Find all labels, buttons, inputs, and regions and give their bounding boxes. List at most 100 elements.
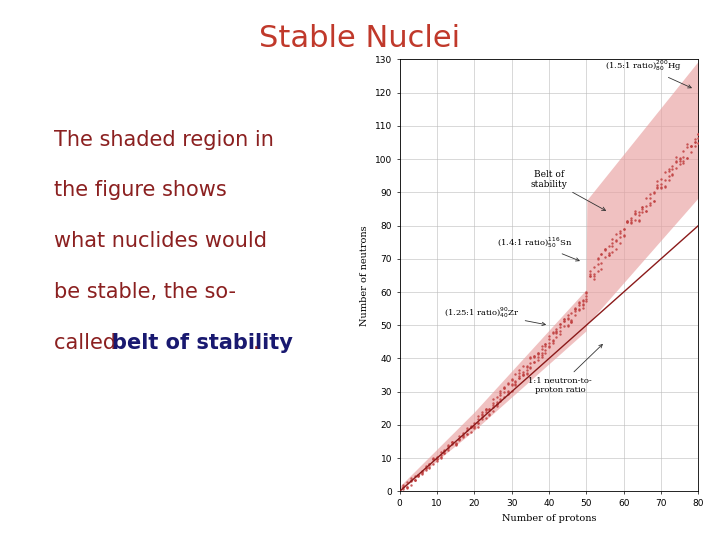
Point xyxy=(554,319,566,328)
Point xyxy=(566,318,577,327)
Point xyxy=(674,154,685,163)
Point xyxy=(685,141,697,150)
Point xyxy=(413,471,424,480)
Point xyxy=(510,380,521,388)
Point xyxy=(644,194,656,202)
Point xyxy=(405,480,417,489)
Point xyxy=(428,455,439,464)
Point xyxy=(428,454,439,463)
Point xyxy=(570,305,581,313)
Point xyxy=(614,229,626,238)
Point xyxy=(487,407,499,415)
Point xyxy=(480,405,491,414)
Point xyxy=(667,170,678,178)
Point xyxy=(416,469,428,477)
Point xyxy=(689,134,701,143)
Point xyxy=(487,400,499,409)
Point xyxy=(633,215,644,224)
Point xyxy=(595,259,607,268)
Point xyxy=(592,254,603,263)
Point xyxy=(603,241,615,250)
Point xyxy=(484,404,495,413)
Point xyxy=(562,314,573,322)
Point xyxy=(704,119,716,127)
Point xyxy=(547,339,559,347)
Point xyxy=(667,161,678,170)
Point xyxy=(595,249,607,258)
Point xyxy=(603,251,615,259)
Point xyxy=(678,146,689,155)
Point xyxy=(607,241,618,250)
Point xyxy=(689,138,701,147)
Point xyxy=(547,335,559,344)
Point xyxy=(525,353,536,361)
Point xyxy=(636,207,648,216)
Point xyxy=(655,179,667,188)
Point xyxy=(420,464,431,472)
Point xyxy=(495,395,506,404)
Point xyxy=(674,160,685,168)
Point xyxy=(670,153,682,161)
Point xyxy=(476,413,487,422)
Point xyxy=(525,363,536,372)
Point xyxy=(431,454,443,463)
Point xyxy=(409,476,420,484)
Point xyxy=(454,431,465,440)
Point xyxy=(476,408,487,416)
Point xyxy=(495,388,506,397)
Point xyxy=(629,210,641,219)
Point xyxy=(648,196,660,205)
Point xyxy=(420,464,431,472)
Point xyxy=(580,292,592,300)
Point xyxy=(573,300,585,309)
Point xyxy=(696,132,708,141)
Point xyxy=(685,148,697,157)
Point xyxy=(592,254,603,262)
Point xyxy=(670,164,682,173)
Point xyxy=(648,187,660,196)
Point xyxy=(655,175,667,184)
Point xyxy=(428,454,439,463)
Point xyxy=(416,467,428,475)
Point xyxy=(633,217,644,225)
Text: Stable Nuclei: Stable Nuclei xyxy=(259,24,461,53)
Point xyxy=(397,483,409,492)
Point xyxy=(662,165,674,173)
Point xyxy=(700,120,711,129)
Point xyxy=(618,230,629,239)
Point xyxy=(521,369,532,378)
Point xyxy=(409,476,420,484)
Point xyxy=(513,369,525,377)
Point xyxy=(539,342,551,350)
Point xyxy=(603,250,615,259)
Point xyxy=(603,249,615,258)
Point xyxy=(513,374,525,382)
Point xyxy=(551,328,562,337)
Point xyxy=(577,303,588,312)
Point xyxy=(506,375,518,384)
Point xyxy=(614,226,626,235)
Point xyxy=(431,453,443,461)
Point xyxy=(611,235,622,244)
Point xyxy=(626,213,637,222)
Point xyxy=(621,216,633,225)
Point xyxy=(588,274,600,283)
Point xyxy=(670,158,682,166)
Point xyxy=(562,314,573,323)
Point xyxy=(689,137,701,146)
Text: the figure shows: the figure shows xyxy=(54,180,227,200)
Point xyxy=(636,202,648,211)
Point xyxy=(532,349,544,357)
Point xyxy=(423,463,435,471)
Text: called: called xyxy=(54,333,122,353)
Point xyxy=(442,442,454,451)
Point xyxy=(469,423,480,432)
Point xyxy=(681,140,693,149)
Point xyxy=(438,446,450,455)
Point xyxy=(491,400,503,408)
Point xyxy=(636,203,648,212)
Point xyxy=(588,272,600,280)
Point xyxy=(648,197,660,205)
Point xyxy=(562,321,573,330)
Point xyxy=(401,483,413,491)
